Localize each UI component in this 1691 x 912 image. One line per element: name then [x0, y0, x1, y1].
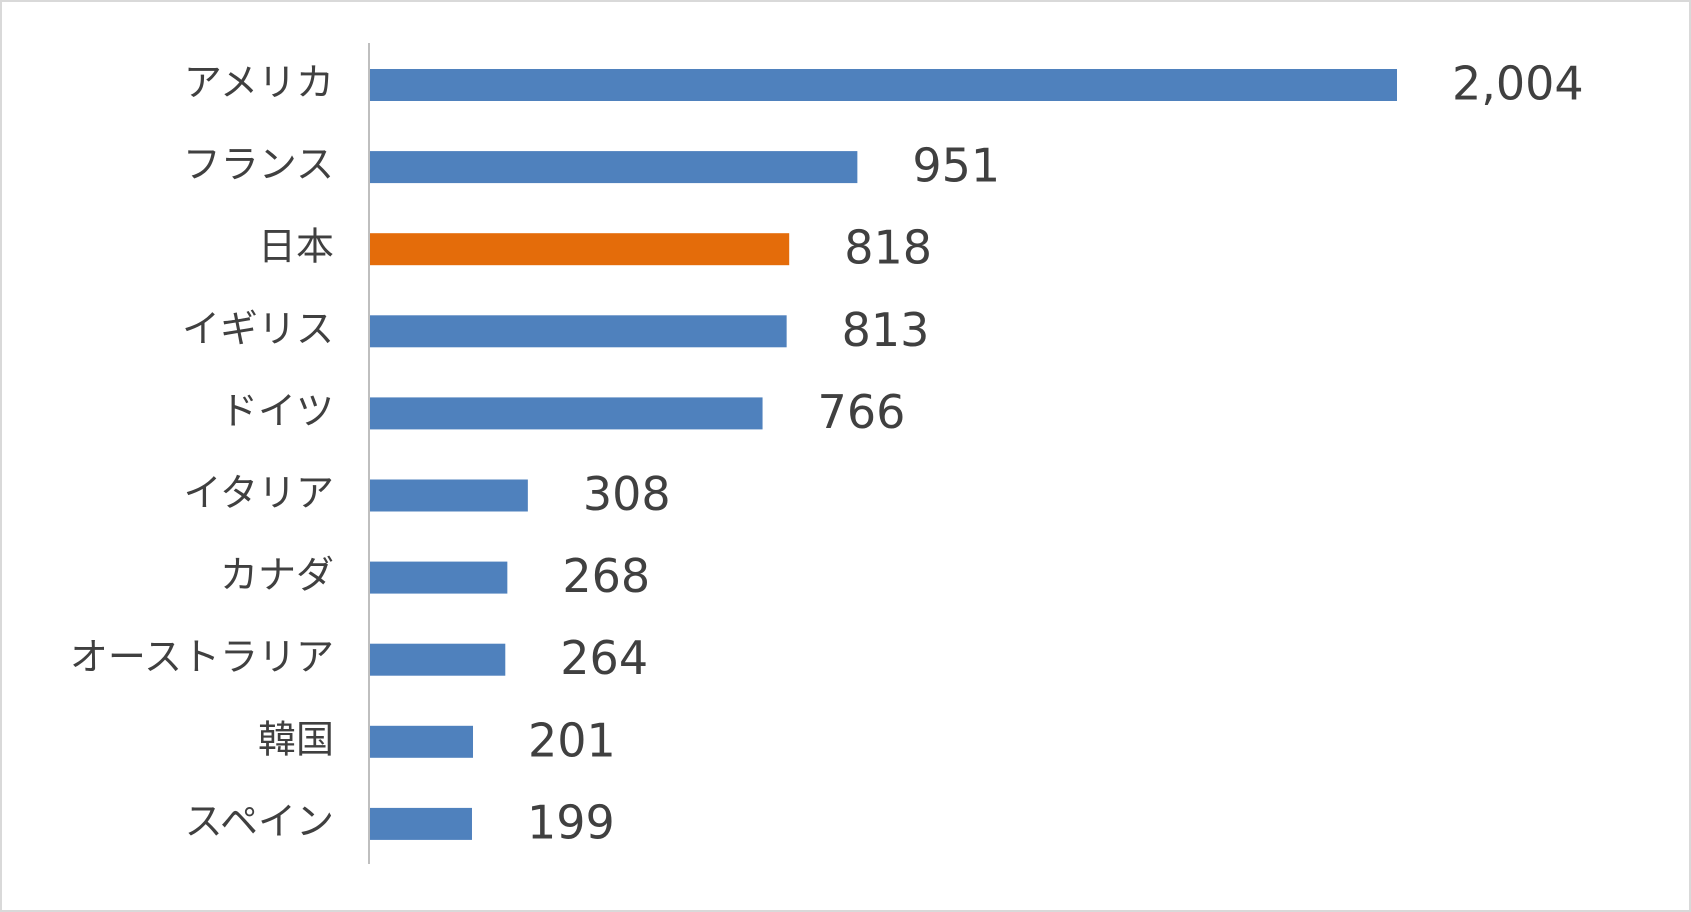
category-label: イタリア: [184, 471, 334, 515]
category-label: スペイン: [185, 799, 334, 843]
bar: [370, 151, 858, 184]
value-label: 268: [562, 549, 650, 603]
category-label: 日本: [258, 225, 334, 269]
bar: [370, 315, 787, 348]
value-label: 818: [844, 221, 932, 275]
category-label: ドイツ: [220, 389, 334, 433]
bar: [370, 397, 763, 430]
value-label: 813: [842, 303, 930, 357]
bar: [370, 725, 474, 758]
value-label: 308: [583, 467, 671, 521]
value-label: 264: [560, 631, 648, 685]
value-label: 199: [527, 795, 615, 849]
category-label: カナダ: [220, 553, 334, 597]
value-label: 2,004: [1452, 57, 1584, 111]
bar: [370, 233, 790, 266]
value-label: 951: [912, 139, 1000, 193]
value-label: 201: [528, 713, 616, 767]
category-label: フランス: [183, 143, 334, 187]
category-label: イギリス: [182, 307, 334, 351]
category-label: アメリカ: [184, 61, 334, 105]
bar: [370, 69, 1397, 101]
bar: [370, 561, 508, 594]
value-label: 766: [818, 385, 906, 439]
bar: [370, 643, 506, 676]
bar: [370, 807, 472, 840]
category-label: オーストラリア: [70, 635, 334, 679]
bar: [370, 479, 528, 512]
category-label: 韓国: [258, 717, 334, 761]
